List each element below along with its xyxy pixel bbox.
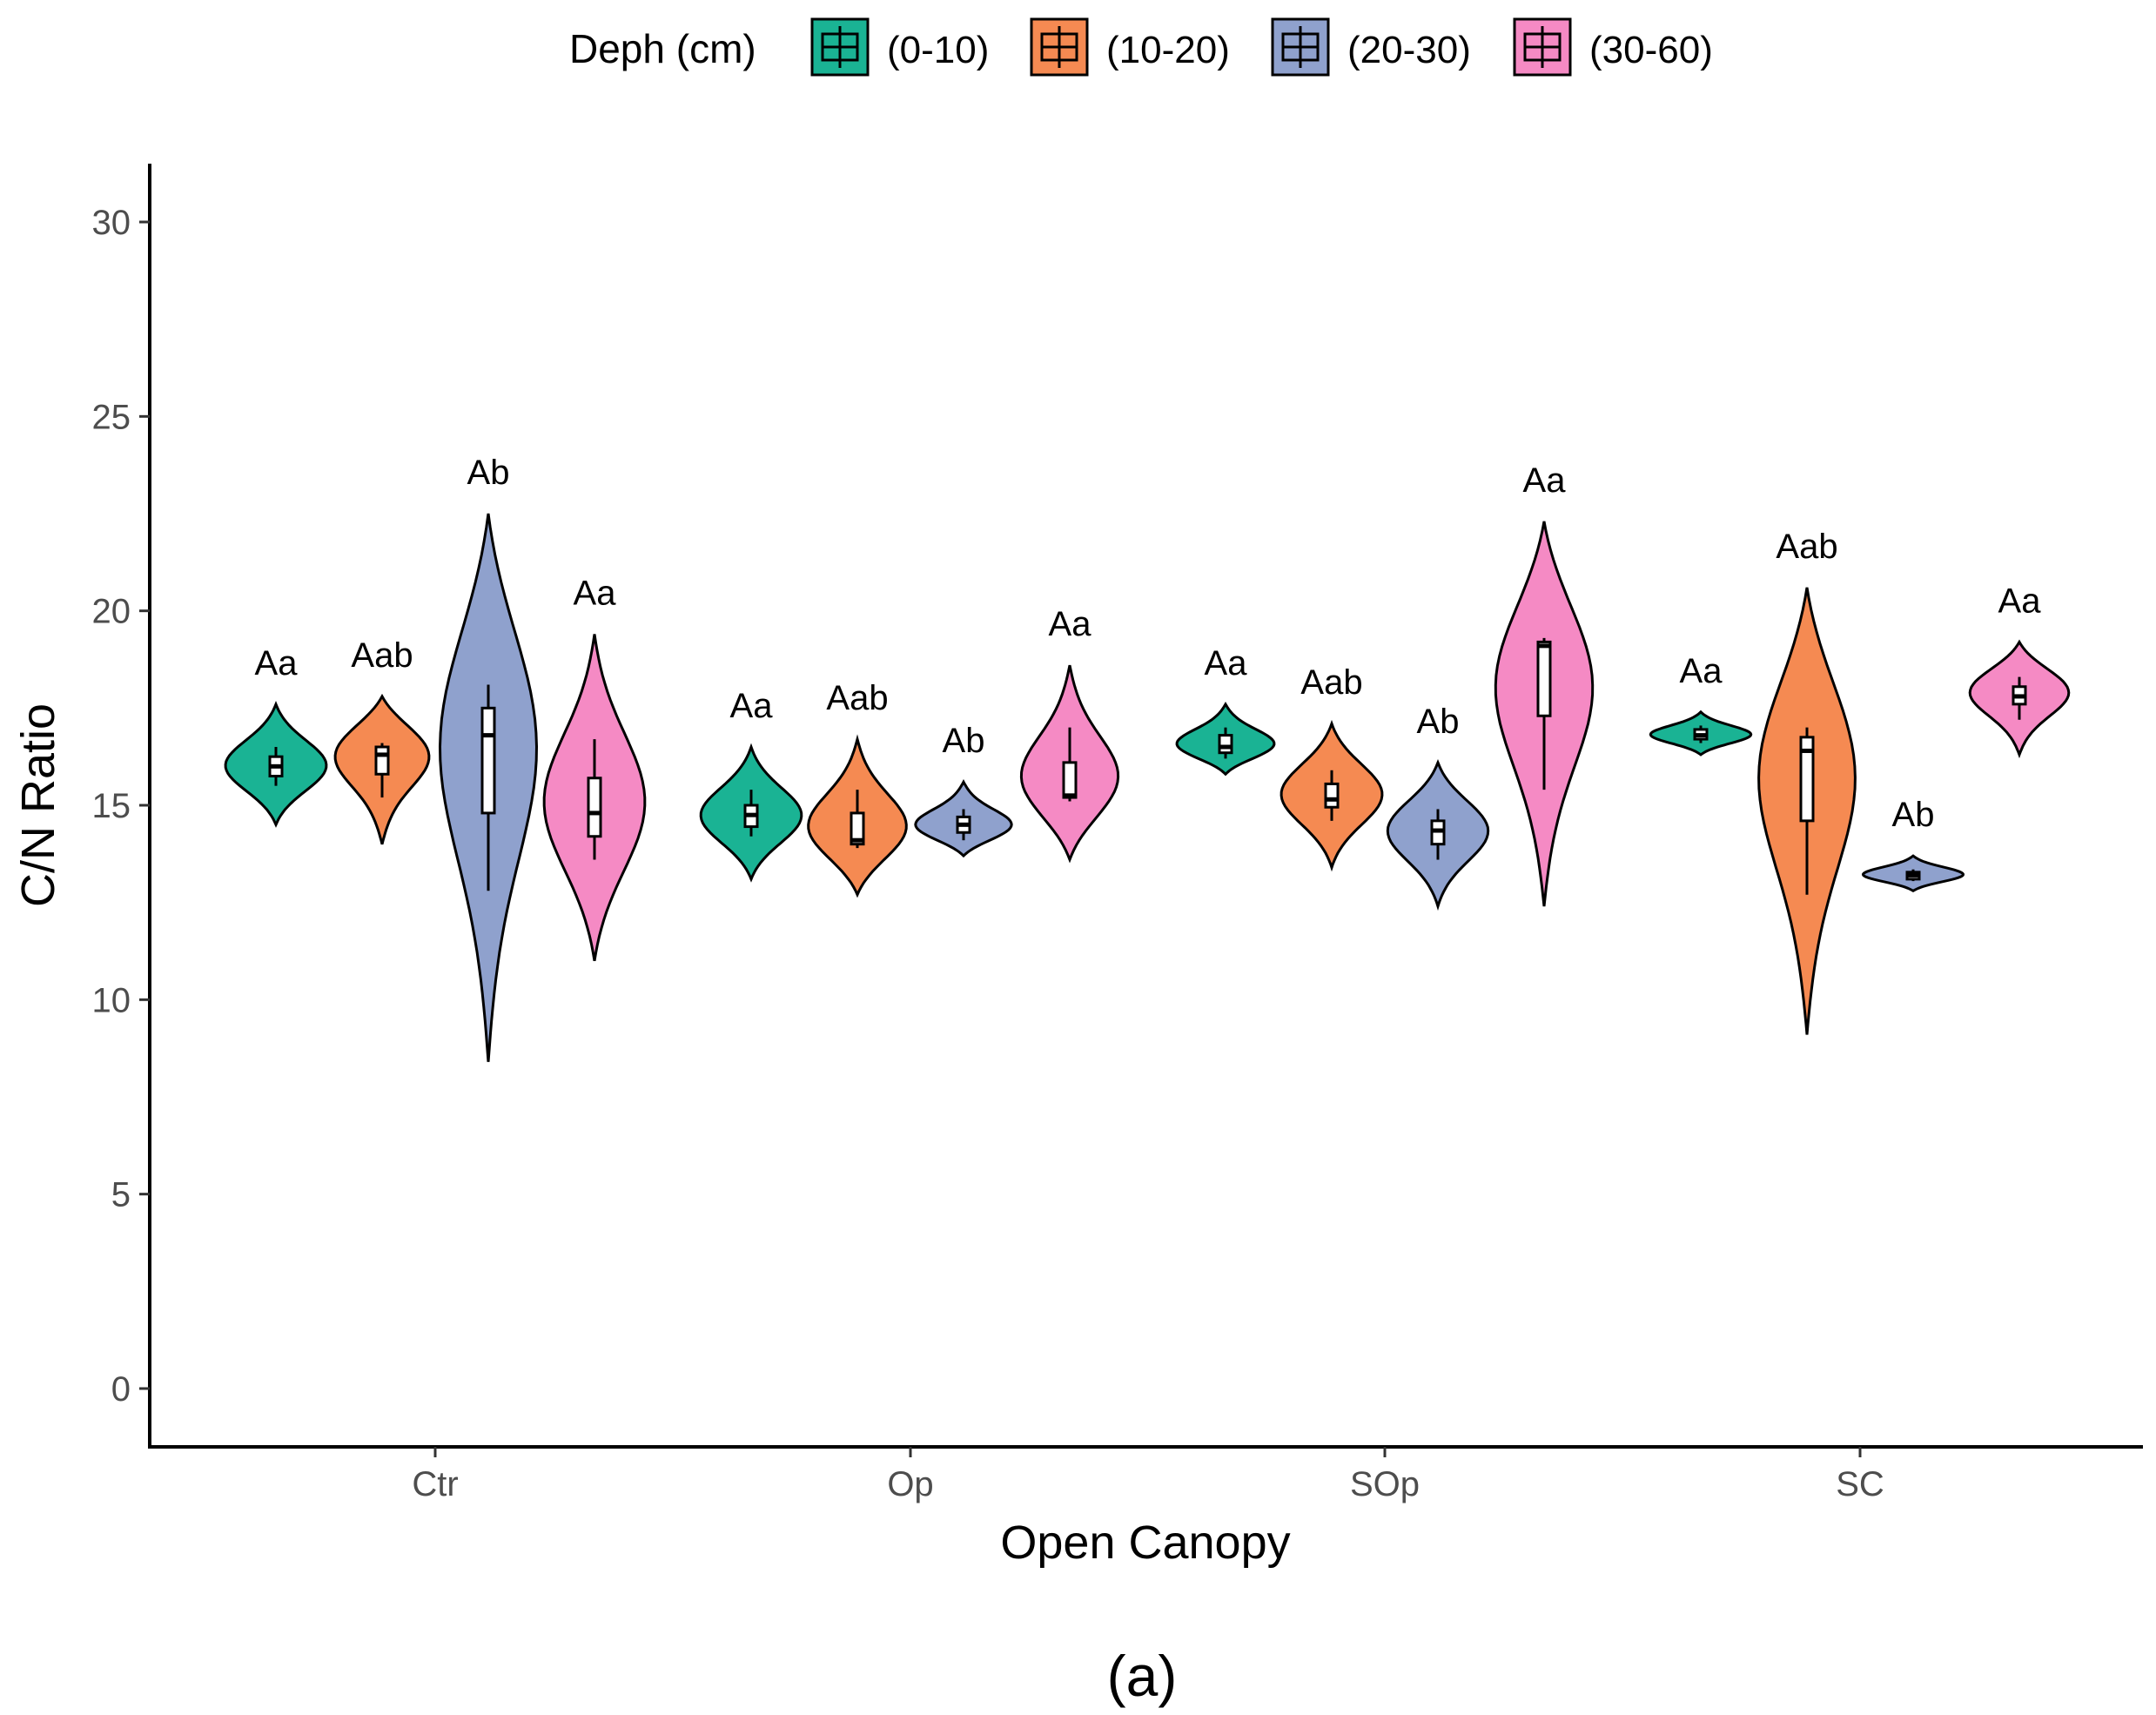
y-tick-label: 5 — [111, 1176, 131, 1214]
legend-label: (30-60) — [1589, 29, 1713, 71]
legend-key-1: (0-10) — [810, 17, 989, 77]
box-iqr — [587, 777, 602, 838]
significance-label: Aa — [574, 574, 617, 612]
significance-label: Aa — [1680, 652, 1723, 690]
violin-op-4 — [1019, 664, 1120, 864]
significance-label: Ab — [943, 722, 985, 760]
box-iqr — [850, 811, 865, 846]
legend: Deph (cm) (0-10) (10-20) (20-30) (30-60) — [569, 17, 1713, 77]
violin-op-3 — [914, 778, 1013, 858]
violin-sop-3 — [1386, 758, 1490, 911]
x-tick-label: Op — [887, 1465, 933, 1503]
violin-sc-2 — [1757, 587, 1857, 1035]
x-tick-label: SOp — [1350, 1465, 1420, 1503]
significance-label: Aa — [1998, 582, 2042, 620]
x-axis-title: Open Canopy — [1000, 1517, 1290, 1569]
figure-caption: (a) — [1107, 1644, 1178, 1708]
legend-key-4: (30-60) — [1513, 17, 1713, 77]
legend-key-3: (20-30) — [1271, 17, 1471, 77]
violin-sc-3 — [1861, 854, 1965, 893]
significance-label: Aab — [1776, 528, 1837, 566]
violin-sop-2 — [1279, 719, 1384, 872]
significance-label: Aa — [1205, 644, 1248, 683]
significance-label: Aab — [826, 679, 888, 717]
legend-label: (0-10) — [887, 29, 989, 71]
significance-label: Aa — [255, 644, 299, 683]
y-axis-title: C/N Ratio — [12, 703, 64, 907]
violin-ctr-1 — [224, 700, 328, 828]
x-tick-label: Ctr — [412, 1465, 458, 1503]
violin-sop-1 — [1175, 701, 1276, 777]
significance-label: Ab — [467, 454, 510, 492]
x-tick-label: SC — [1836, 1465, 1884, 1503]
legend-label: (10-20) — [1106, 29, 1230, 71]
violin-sop-4 — [1494, 521, 1595, 907]
box-iqr — [374, 745, 390, 776]
box-iqr — [480, 706, 496, 815]
significance-label: Aab — [351, 636, 413, 675]
violins — [224, 513, 2071, 1062]
violin-op-1 — [699, 743, 803, 883]
box-iqr — [1324, 782, 1340, 809]
legend-label: (20-30) — [1347, 29, 1471, 71]
y-tick-label: 30 — [92, 204, 131, 242]
violin-ctr-4 — [542, 634, 647, 961]
significance-label: Ab — [1417, 703, 1460, 741]
significance-label: Aab — [1300, 663, 1362, 702]
violin-sc-1 — [1649, 710, 1753, 757]
significance-label: Aa — [1049, 605, 1092, 643]
y-tick-label: 25 — [92, 398, 131, 436]
box-iqr — [1062, 761, 1078, 799]
significance-label: Ab — [1892, 796, 1935, 834]
y-tick-label: 20 — [92, 593, 131, 631]
violin-op-2 — [807, 734, 908, 898]
y-tick-label: 15 — [92, 787, 131, 825]
significance-label: Aa — [730, 687, 774, 725]
legend-title: Deph (cm) — [569, 26, 756, 71]
box-iqr — [1799, 736, 1815, 823]
box-iqr — [1536, 640, 1552, 717]
violin-ctr-3 — [438, 513, 539, 1062]
legend-key-2: (10-20) — [1030, 17, 1230, 77]
significance-label: Aa — [1523, 461, 1567, 500]
box-iqr — [1218, 734, 1233, 755]
y-tick-label: 0 — [111, 1370, 131, 1409]
significance-labels: Aa Aa Aa Aa Aab Aab Aab Aab Ab Ab Ab Ab Aa Aa Aa Aa — [255, 454, 2042, 834]
violin-sc-4 — [1968, 639, 2071, 759]
y-ticks: 0 5 10 15 20 25 30 — [92, 204, 150, 1409]
violin-ctr-2 — [333, 693, 431, 845]
x-ticks: Ctr Op SOp SC — [412, 1447, 1884, 1503]
y-tick-label: 10 — [92, 981, 131, 1019]
